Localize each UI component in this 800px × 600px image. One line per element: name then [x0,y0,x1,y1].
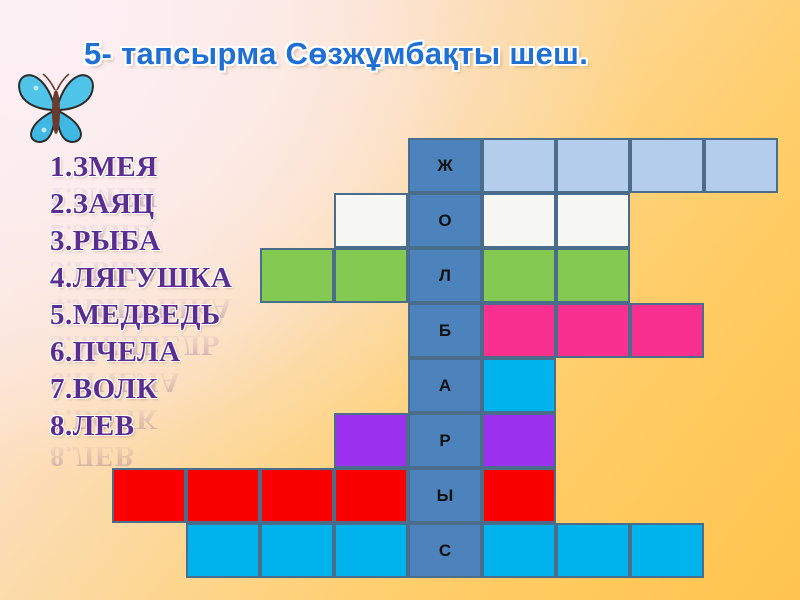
crossword-key-cell: О [408,193,482,248]
word-list-item: 3.РЫБА 3.РЫБА [50,225,350,288]
crossword-key-cell: А [408,358,482,413]
crossword-key-cell: Ж [408,138,482,193]
crossword-cell[interactable] [556,303,630,358]
word-list-item-label: 1.ЗМЕЯ [50,151,158,183]
word-list-item: 2.ЗАЯЦ 2.ЗАЯЦ [50,188,350,251]
butterfly-icon [14,68,98,146]
word-list-item-label: 3.РЫБА [50,225,161,257]
word-list-item-label: 5.МЕДВЕДЬ [50,299,221,331]
crossword-cell[interactable] [482,468,556,523]
word-list: 1.ЗМЕЯ 1.ЗМЕЯ 2.ЗАЯЦ 2.ЗАЯЦ 3.РЫБА 3.РЫБА 4.ЛЯ… [50,151,350,473]
word-list-item: 8.ЛЕВ 8.ЛЕВ [50,410,350,473]
crossword-key-cell: Л [408,248,482,303]
crossword-cell[interactable] [260,248,334,303]
crossword-cell[interactable] [334,413,408,468]
crossword-cell[interactable] [556,523,630,578]
word-list-item-label: 6.ПЧЕЛА [50,336,181,368]
crossword-cell[interactable] [630,523,704,578]
crossword-cell[interactable] [112,468,186,523]
crossword-cell[interactable] [260,468,334,523]
crossword-cell[interactable] [482,358,556,413]
word-list-item-label: 8.ЛЕВ [50,410,135,442]
word-list-item-label: 4.ЛЯГУШКА [50,262,233,294]
crossword-cell[interactable] [334,468,408,523]
word-list-item-label: 2.ЗАЯЦ [50,188,155,220]
crossword-cell[interactable] [482,303,556,358]
page-title: 5- тапсырма Сөзжұмбақты шеш. [84,36,589,71]
crossword-cell[interactable] [334,193,408,248]
crossword-cell[interactable] [260,523,334,578]
crossword-cell[interactable] [482,193,556,248]
crossword-cell[interactable] [186,468,260,523]
crossword-cell[interactable] [482,138,556,193]
crossword-cell[interactable] [186,523,260,578]
crossword-key-cell: Ы [408,468,482,523]
crossword-cell[interactable] [630,138,704,193]
crossword-cell[interactable] [482,248,556,303]
crossword-key-cell: Р [408,413,482,468]
crossword-cell[interactable] [482,523,556,578]
crossword-key-cell: Б [408,303,482,358]
crossword-key-cell: С [408,523,482,578]
crossword-cell[interactable] [556,138,630,193]
crossword-cell[interactable] [334,248,408,303]
crossword-cell[interactable] [482,413,556,468]
crossword-cell[interactable] [704,138,778,193]
word-list-item: 7.ВОЛК 7.ВОЛК [50,373,350,436]
word-list-item: 4.ЛЯГУШКА 4.ЛЯГУШКА [50,262,350,325]
crossword-cell[interactable] [334,523,408,578]
crossword-cell[interactable] [630,303,704,358]
word-list-item-label: 7.ВОЛК [50,373,158,405]
crossword-cell[interactable] [556,248,630,303]
crossword-cell[interactable] [556,193,630,248]
word-list-item: 6.ПЧЕЛА 6.ПЧЕЛА [50,336,350,399]
word-list-item: 5.МЕДВЕДЬ 5.МЕДВЕДЬ [50,299,350,362]
word-list-item: 1.ЗМЕЯ 1.ЗМЕЯ [50,151,350,214]
